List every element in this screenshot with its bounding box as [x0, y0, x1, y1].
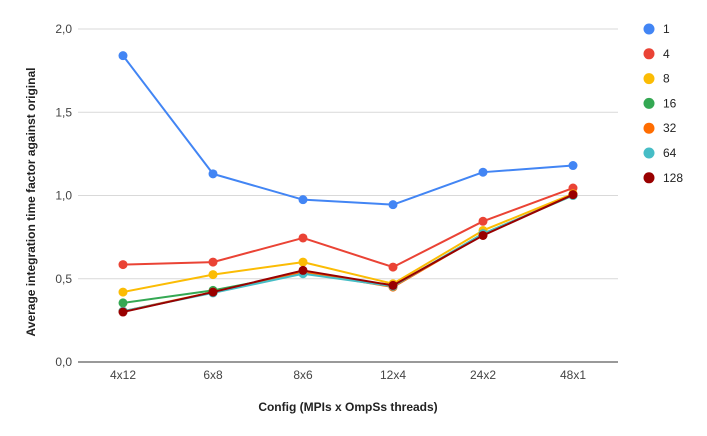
y-tick-label: 1,5 — [55, 105, 72, 119]
data-point — [208, 287, 218, 297]
data-point — [208, 257, 218, 267]
legend-label: 32 — [663, 121, 677, 135]
series-16 — [118, 191, 578, 308]
data-point — [478, 216, 488, 226]
legend-label: 8 — [663, 72, 670, 86]
series-line — [122, 187, 574, 269]
legend-item: 64 — [643, 146, 677, 160]
data-point — [478, 230, 488, 240]
legend-item: 32 — [643, 121, 677, 135]
data-point — [298, 265, 308, 275]
y-axis-title: Average integration time factor against … — [24, 68, 38, 337]
series-4 — [118, 183, 578, 272]
data-point — [208, 270, 218, 280]
legend-marker — [643, 122, 655, 134]
x-axis-title: Config (MPIs x OmpSs threads) — [258, 400, 437, 414]
legend-marker — [643, 23, 655, 35]
legend: 1 4 8 16 32 64 128 — [643, 22, 683, 185]
data-point — [388, 262, 398, 272]
x-tick-label: 8x6 — [293, 368, 313, 382]
x-tick-label: 48x1 — [560, 368, 586, 382]
legend-label: 16 — [663, 96, 677, 110]
data-point — [478, 167, 488, 177]
series-lines — [118, 51, 578, 317]
y-tick-label: 1,0 — [55, 189, 72, 203]
data-point — [298, 257, 308, 267]
series-1 — [118, 51, 578, 210]
legend-marker — [643, 97, 655, 109]
legend-label: 64 — [663, 146, 677, 160]
data-point — [118, 287, 128, 297]
y-tick-label: 2,0 — [55, 22, 72, 36]
legend-item: 8 — [643, 72, 670, 86]
legend-marker — [643, 172, 655, 184]
data-point — [208, 169, 218, 179]
data-point — [568, 161, 578, 171]
legend-label: 4 — [663, 47, 670, 61]
series-line — [122, 193, 574, 314]
x-tick-label: 4x12 — [110, 368, 136, 382]
x-tick-label: 12x4 — [380, 368, 406, 382]
series-line — [122, 194, 574, 304]
legend-item: 1 — [643, 22, 670, 36]
gridlines — [78, 28, 618, 363]
x-axis-ticks: 4x12 6x8 8x6 12x4 24x2 48x1 — [110, 368, 586, 382]
series-line — [122, 192, 574, 294]
series-line — [122, 55, 574, 206]
data-point — [298, 233, 308, 243]
data-point — [388, 200, 398, 210]
legend-label: 128 — [663, 171, 683, 185]
legend-label: 1 — [663, 22, 670, 36]
data-point — [118, 298, 128, 308]
y-tick-label: 0,0 — [55, 355, 72, 369]
legend-marker — [643, 73, 655, 85]
y-tick-label: 0,5 — [55, 272, 72, 286]
legend-item: 128 — [643, 171, 683, 185]
data-point — [118, 307, 128, 317]
legend-item: 4 — [643, 47, 670, 61]
x-tick-label: 24x2 — [470, 368, 496, 382]
data-point — [118, 51, 128, 61]
legend-marker — [643, 147, 655, 159]
x-tick-label: 6x8 — [203, 368, 223, 382]
series-128 — [118, 190, 578, 317]
legend-item: 16 — [643, 96, 677, 110]
data-point — [568, 190, 578, 200]
data-point — [298, 195, 308, 205]
y-axis-ticks: 0,0 0,5 1,0 1,5 2,0 — [55, 22, 72, 369]
data-point — [118, 260, 128, 270]
data-point — [388, 280, 398, 290]
legend-marker — [643, 48, 655, 60]
